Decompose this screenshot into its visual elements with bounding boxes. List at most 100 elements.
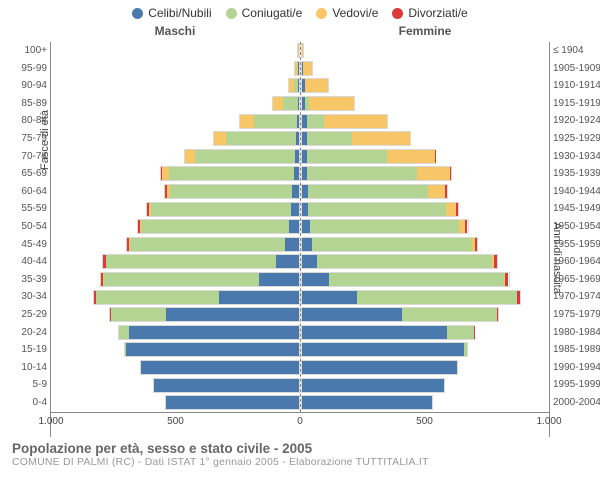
- segment-divorced: [456, 203, 458, 216]
- stacked-bar: [301, 131, 411, 146]
- age-row: 1930-1934: [301, 148, 550, 166]
- birth-year-label: 1975-1979: [553, 309, 600, 320]
- stacked-bar: [301, 78, 329, 93]
- segment-widowed: [303, 62, 312, 75]
- legend-swatch: [316, 8, 327, 19]
- age-row: 1950-1954: [301, 218, 550, 236]
- age-band-label: 45-49: [9, 239, 47, 250]
- segment-widowed: [305, 79, 328, 92]
- segment-married: [307, 167, 417, 180]
- x-tick: 1.000: [536, 416, 561, 427]
- segment-married: [169, 167, 294, 180]
- segment-single: [298, 79, 299, 92]
- stacked-bar: [301, 254, 498, 269]
- segment-single: [302, 343, 465, 356]
- age-row: 2000-2004: [301, 394, 550, 412]
- stacked-bar: [109, 307, 299, 322]
- segment-single: [292, 185, 298, 198]
- birth-year-label: 1955-1959: [553, 239, 600, 250]
- segment-widowed: [446, 203, 456, 216]
- segment-married: [317, 255, 492, 268]
- age-row: 0-4: [51, 394, 300, 412]
- birth-year-label: 1905-1909: [553, 63, 600, 74]
- age-band-label: 50-54: [9, 221, 47, 232]
- segment-widowed: [185, 150, 195, 163]
- segment-single: [129, 326, 299, 339]
- segment-married: [329, 273, 504, 286]
- legend-item: Celibi/Nubili: [132, 6, 211, 20]
- segment-widowed: [298, 44, 299, 57]
- x-tick: 500: [416, 416, 433, 427]
- segment-single: [298, 62, 299, 75]
- age-row: 50-54: [51, 218, 300, 236]
- birth-year-label: 1925-1929: [553, 133, 600, 144]
- segment-married: [283, 97, 298, 110]
- segment-married: [170, 185, 293, 198]
- segment-married: [104, 273, 259, 286]
- segment-single: [302, 291, 357, 304]
- age-band-label: 85-89: [9, 98, 47, 109]
- stacked-bar: [301, 61, 313, 76]
- segment-widowed: [214, 132, 226, 145]
- stacked-bar: [301, 325, 476, 340]
- age-row: 1935-1939: [301, 165, 550, 183]
- header-male: Maschi: [50, 24, 300, 38]
- segment-single: [154, 379, 299, 392]
- segment-single: [166, 396, 299, 409]
- age-row: 30-34: [51, 288, 300, 306]
- stacked-bar: [301, 149, 437, 164]
- birth-year-label: 1950-1954: [553, 221, 600, 232]
- age-row: 1995-1999: [301, 376, 550, 394]
- birth-year-label: 1960-1964: [553, 256, 600, 267]
- segment-single: [294, 167, 299, 180]
- segment-single: [285, 238, 299, 251]
- stacked-bar: [126, 237, 300, 252]
- segment-single: [302, 273, 330, 286]
- stacked-bar: [301, 219, 469, 234]
- caption-title: Popolazione per età, sesso e stato civil…: [12, 441, 588, 456]
- stacked-bar: [301, 360, 458, 375]
- segment-married: [312, 238, 472, 251]
- stacked-bar: [239, 114, 299, 129]
- segment-widowed: [428, 185, 446, 198]
- age-band-label: 0-4: [9, 397, 47, 408]
- age-row: 95-99: [51, 60, 300, 78]
- male-side: 100+95-9990-9485-8980-8475-7970-7465-696…: [51, 42, 301, 412]
- segment-married: [195, 150, 295, 163]
- segment-married: [447, 326, 475, 339]
- age-row: 100+: [51, 42, 300, 60]
- legend-swatch: [132, 8, 143, 19]
- segment-widowed: [417, 167, 450, 180]
- age-row: 90-94: [51, 77, 300, 95]
- gender-headers: Maschi Femmine: [0, 22, 600, 42]
- segment-married: [310, 220, 460, 233]
- segment-single: [302, 220, 310, 233]
- segment-single: [302, 326, 447, 339]
- segment-married: [308, 203, 446, 216]
- birth-year-label: 1970-1974: [553, 291, 600, 302]
- stacked-bar: [301, 290, 522, 305]
- stacked-bar: [301, 272, 510, 287]
- segment-single: [296, 132, 299, 145]
- segment-divorced: [497, 308, 498, 321]
- age-row: 45-49: [51, 236, 300, 254]
- segment-married: [111, 308, 166, 321]
- stacked-bar: [160, 166, 300, 181]
- age-band-label: 100+: [9, 45, 47, 56]
- stacked-bar: [184, 149, 300, 164]
- age-band-label: 15-19: [9, 344, 47, 355]
- legend-label: Vedovi/e: [332, 6, 378, 20]
- stacked-bar: [301, 202, 460, 217]
- age-band-label: 30-34: [9, 291, 47, 302]
- segment-single: [295, 150, 299, 163]
- age-row: 1970-1974: [301, 288, 550, 306]
- segment-single: [291, 203, 299, 216]
- x-tick: 1.000: [38, 416, 63, 427]
- age-band-label: 80-84: [9, 115, 47, 126]
- header-female: Femmine: [300, 24, 550, 38]
- age-row: 1940-1944: [301, 183, 550, 201]
- age-row: 1915-1919: [301, 95, 550, 113]
- age-row: 85-89: [51, 95, 300, 113]
- pyramid-chart: Fasce di età Anni di nascita 100+95-9990…: [50, 42, 550, 437]
- segment-single: [302, 308, 402, 321]
